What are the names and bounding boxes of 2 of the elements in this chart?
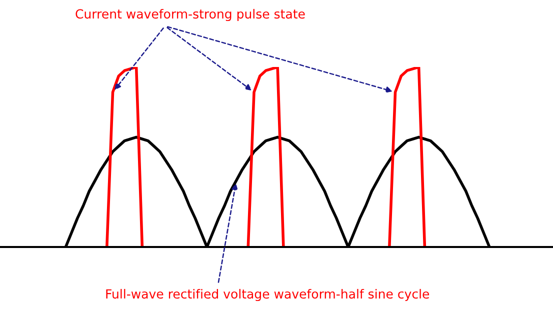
text: Current waveform-strong pulse state (76, 8, 305, 22)
text: Full-wave rectified voltage waveform-half sine cycle (106, 288, 430, 302)
